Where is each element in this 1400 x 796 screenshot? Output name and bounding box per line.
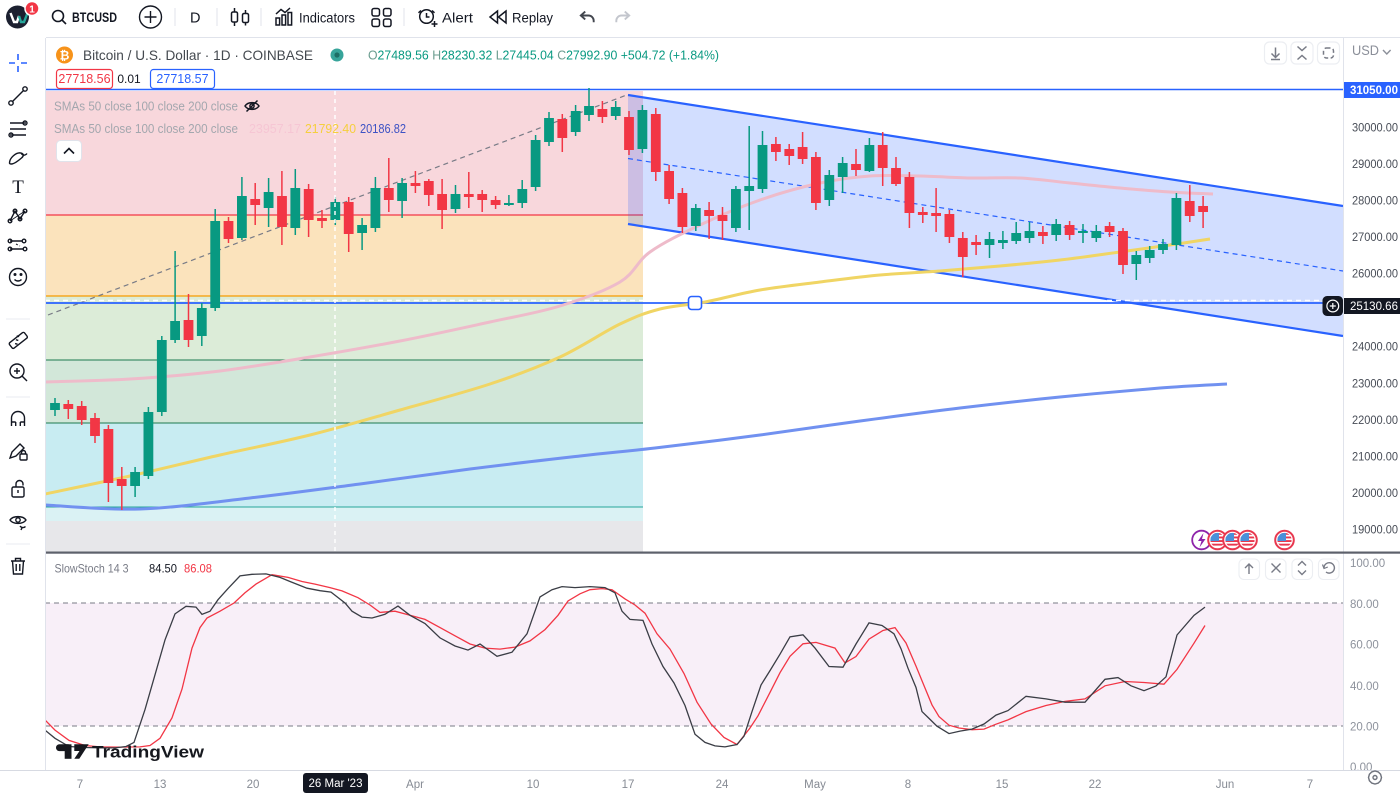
svg-text:60.00: 60.00 [1350, 640, 1379, 652]
svg-text:17: 17 [622, 779, 635, 791]
svg-text:40.00: 40.00 [1350, 681, 1379, 693]
svg-text:₿: ₿ [60, 48, 70, 62]
svg-text:SlowStoch 14 3: SlowStoch 14 3 [55, 562, 129, 576]
svg-text:30000.00: 30000.00 [1352, 122, 1398, 134]
svg-text:8: 8 [905, 779, 911, 791]
svg-text:80.00: 80.00 [1350, 599, 1379, 611]
svg-text:Alert: Alert [442, 10, 473, 26]
svg-text:23957.17: 23957.17 [249, 121, 301, 136]
svg-text:86.08: 86.08 [184, 562, 212, 576]
svg-text:7: 7 [1307, 779, 1313, 791]
svg-text:Apr: Apr [406, 779, 424, 791]
svg-text:13: 13 [154, 779, 167, 791]
svg-text:24: 24 [716, 779, 729, 791]
svg-text:27718.57: 27718.57 [156, 72, 208, 86]
svg-text:T: T [12, 177, 24, 198]
svg-text:29000.00: 29000.00 [1352, 159, 1398, 171]
svg-text:21792.40: 21792.40 [305, 121, 356, 136]
svg-text:10: 10 [527, 779, 540, 791]
svg-text:20: 20 [247, 779, 260, 791]
svg-text:SMAs 50 close 100 close 200 cl: SMAs 50 close 100 close 200 close [54, 121, 238, 136]
svg-text:20.00: 20.00 [1350, 722, 1379, 734]
svg-text:84.50: 84.50 [149, 562, 177, 576]
svg-text:20186.82: 20186.82 [360, 121, 406, 136]
svg-text:Replay: Replay [512, 10, 553, 26]
svg-text:USD: USD [1352, 42, 1379, 58]
svg-text:27000.00: 27000.00 [1352, 232, 1398, 244]
svg-text:26000.00: 26000.00 [1352, 269, 1398, 281]
svg-text:May: May [804, 779, 826, 791]
svg-text:22: 22 [1089, 779, 1102, 791]
svg-text:23000.00: 23000.00 [1352, 378, 1398, 390]
svg-text:D: D [190, 11, 200, 27]
svg-text:Indicators: Indicators [299, 10, 355, 26]
svg-text:0.00: 0.00 [1350, 762, 1372, 774]
svg-text:15: 15 [996, 779, 1009, 791]
svg-text:0.01: 0.01 [117, 72, 141, 86]
svg-text:22000.00: 22000.00 [1352, 415, 1398, 427]
svg-text:19000.00: 19000.00 [1352, 525, 1398, 537]
svg-text:TradingView: TradingView [92, 743, 205, 762]
svg-text:31050.00: 31050.00 [1350, 85, 1398, 97]
svg-text:27718.56: 27718.56 [58, 72, 110, 86]
svg-text:O27489.56 H28230.32 L27445.04: O27489.56 H28230.32 L27445.04 C27992.90 … [368, 48, 719, 63]
svg-text:BTCUSD: BTCUSD [72, 9, 117, 25]
svg-text:24000.00: 24000.00 [1352, 342, 1398, 354]
svg-text:28000.00: 28000.00 [1352, 196, 1398, 208]
svg-text:7: 7 [77, 779, 83, 791]
svg-text:21000.00: 21000.00 [1352, 451, 1398, 463]
svg-text:Jun: Jun [1216, 779, 1235, 791]
svg-text:25130.66: 25130.66 [1350, 301, 1398, 313]
svg-text:20000.00: 20000.00 [1352, 488, 1398, 500]
svg-text:1: 1 [29, 5, 35, 16]
svg-text:Bitcoin / U.S. Dollar · 1D · C: Bitcoin / U.S. Dollar · 1D · COINBASE [83, 47, 313, 63]
svg-text:26 Mar '23: 26 Mar '23 [309, 778, 363, 790]
svg-text:SMAs 50 close 100 close 200 cl: SMAs 50 close 100 close 200 close [54, 99, 238, 114]
svg-text:100.00: 100.00 [1350, 558, 1385, 570]
